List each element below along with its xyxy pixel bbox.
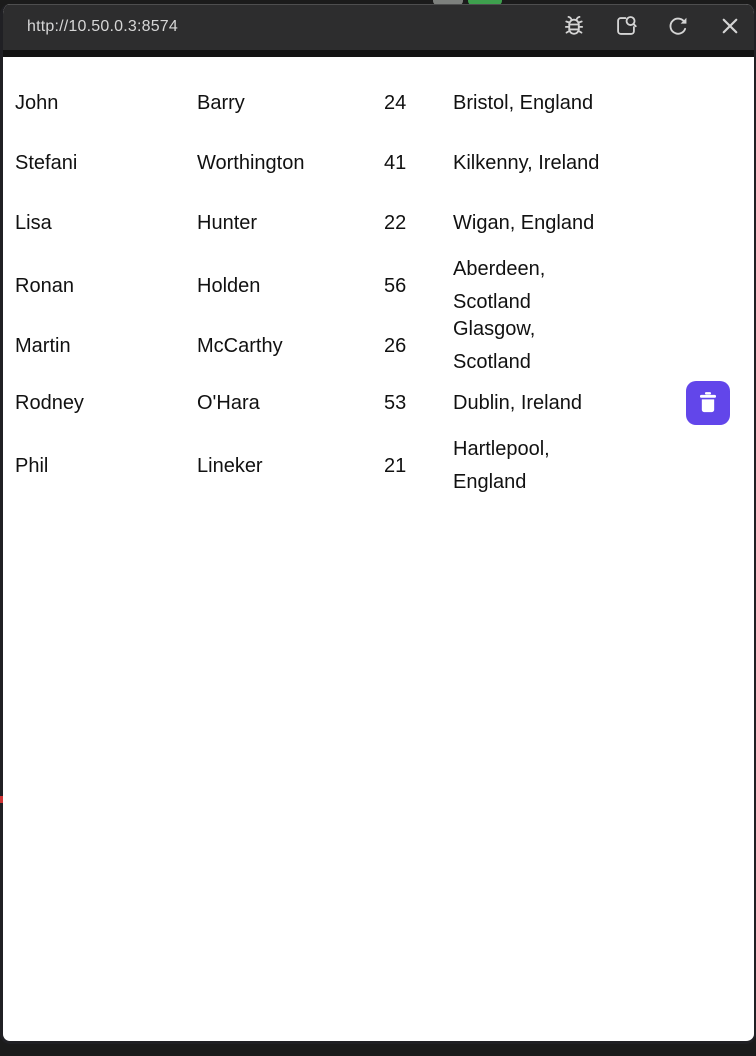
location-cell: Wigan, England (453, 211, 595, 234)
location-cell: Hartlepool, England (453, 438, 550, 493)
first-name-cell: Stefani (15, 151, 78, 174)
delete-row-button[interactable] (686, 381, 730, 425)
first-name-cell: Rodney (15, 391, 84, 414)
table-row[interactable]: Ronan Holden 56 Aberdeen, Scotland (15, 253, 754, 313)
first-name-cell: Ronan (15, 274, 74, 297)
background-peek-gray (433, 0, 463, 5)
table-row[interactable]: Stefani Worthington 41 Kilkenny, Ireland (15, 133, 754, 193)
first-name-cell: Phil (15, 454, 49, 477)
background-peek-green (468, 0, 502, 5)
table-row[interactable]: Rodney O'Hara 53 Dublin, Ireland (15, 373, 754, 433)
last-name-cell: Barry (197, 91, 245, 114)
titlebar-actions (560, 13, 744, 41)
last-name-cell: Holden (197, 274, 261, 297)
trash-icon (695, 389, 721, 418)
page-content: John Barry 24 Bristol, England Stefani W… (3, 57, 754, 493)
age-cell: 41 (384, 151, 407, 174)
screen-artifact-red (0, 796, 3, 803)
location-cell: Kilkenny, Ireland (453, 151, 600, 174)
inspect-button[interactable] (612, 13, 640, 41)
age-cell: 26 (384, 334, 407, 357)
location-cell: Dublin, Ireland (453, 391, 582, 414)
url-text: http://10.50.0.3:8574 (27, 18, 178, 35)
debug-button[interactable] (560, 13, 588, 41)
titlebar-separator (3, 50, 754, 57)
age-cell: 56 (384, 274, 407, 297)
last-name-cell: McCarthy (197, 334, 283, 357)
last-name-cell: Worthington (197, 151, 305, 174)
reload-button[interactable] (664, 13, 692, 41)
age-cell: 24 (384, 91, 407, 114)
last-name-cell: Hunter (197, 211, 258, 234)
table-row[interactable]: John Barry 24 Bristol, England (15, 73, 754, 133)
inspect-page-icon (613, 13, 639, 42)
age-cell: 21 (384, 454, 407, 477)
app-window: http://10.50.0.3:8574 (0, 4, 756, 1044)
last-name-cell: O'Hara (197, 391, 260, 414)
first-name-cell: John (15, 91, 59, 114)
titlebar: http://10.50.0.3:8574 (3, 4, 754, 50)
location-cell: Bristol, England (453, 91, 594, 114)
table-row[interactable]: Lisa Hunter 22 Wigan, England (15, 193, 754, 253)
table-row[interactable]: Phil Lineker 21 Hartlepool, England (15, 433, 754, 493)
age-cell: 22 (384, 211, 407, 234)
first-name-cell: Lisa (15, 211, 52, 234)
debug-bug-icon (561, 13, 587, 42)
age-cell: 53 (384, 391, 407, 414)
close-icon (717, 13, 743, 42)
first-name-cell: Martin (15, 334, 71, 357)
location-cell: Glasgow, Scotland (453, 318, 536, 373)
close-button[interactable] (716, 13, 744, 41)
table-row[interactable]: Martin McCarthy 26 Glasgow, Scotland (15, 313, 754, 373)
location-cell: Aberdeen, Scotland (453, 258, 546, 313)
reload-icon (665, 13, 691, 42)
people-table: John Barry 24 Bristol, England Stefani W… (15, 73, 754, 493)
last-name-cell: Lineker (197, 454, 263, 477)
